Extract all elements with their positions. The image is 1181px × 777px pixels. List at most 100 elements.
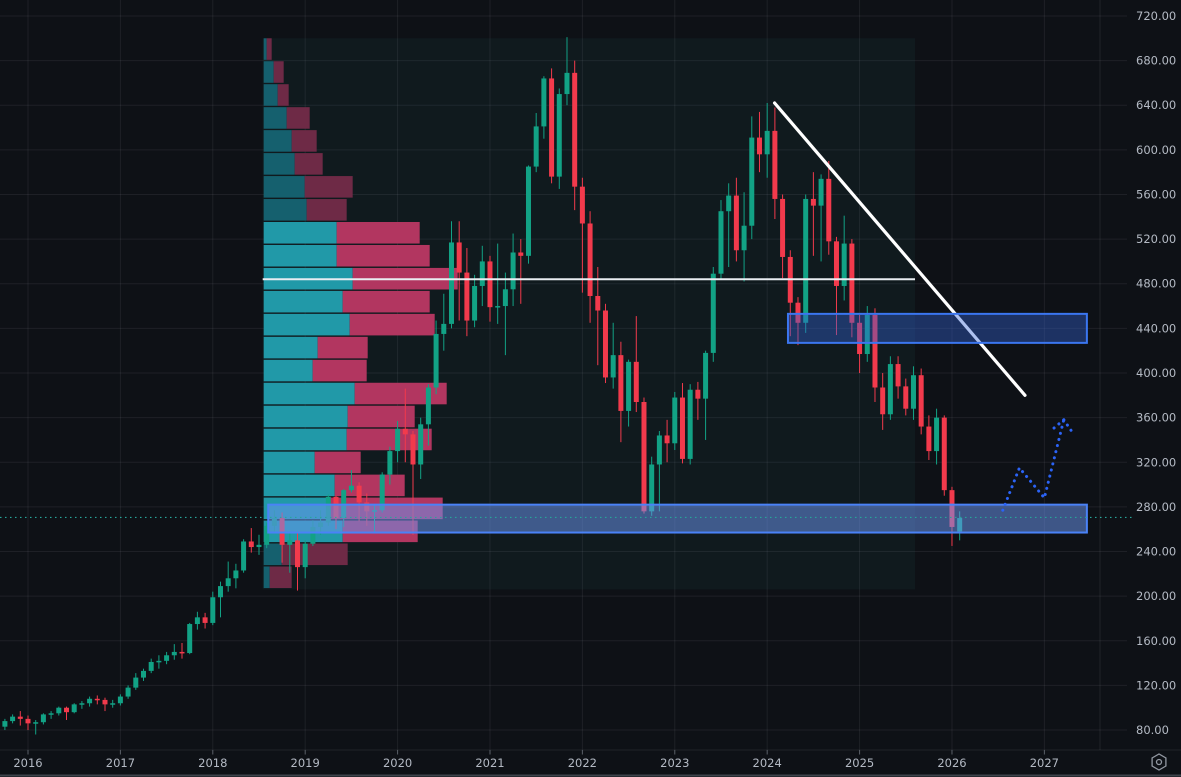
vp-down-volume-bar [312, 359, 367, 382]
price-tick-label: 360.00 [1136, 411, 1176, 425]
vp-up-volume-bar [263, 543, 282, 566]
vp-up-volume-bar [263, 474, 335, 497]
candle-body [941, 417, 947, 491]
candle-body [756, 137, 762, 155]
candle-body [479, 261, 485, 286]
candle-body [726, 195, 732, 212]
candle-body [641, 402, 647, 512]
supply-zone-rectangle[interactable] [786, 312, 1088, 344]
vp-down-volume-bar [286, 107, 310, 129]
candle-body [541, 78, 547, 127]
projection-arrow-path [1001, 418, 1066, 512]
candle-body [849, 243, 855, 323]
candle-body [79, 703, 85, 705]
year-tick-label: 2023 [660, 756, 689, 770]
projection-arrow-drawing[interactable] [1001, 418, 1075, 512]
candle-body [656, 435, 662, 465]
candle-body [210, 597, 216, 623]
candle-body [202, 617, 208, 623]
candle-body [695, 389, 701, 399]
candle-body [25, 718, 31, 724]
vp-up-volume-bar [263, 153, 295, 175]
demand-zone-rectangle[interactable] [267, 503, 1088, 534]
candle-body [910, 375, 916, 409]
price-tick-label: 680.00 [1136, 54, 1176, 68]
year-tick-label: 2018 [198, 756, 227, 770]
price-tick-label: 320.00 [1136, 455, 1176, 469]
candle-body [795, 302, 801, 323]
candle-body [56, 707, 62, 714]
vp-down-volume-bar [346, 428, 432, 451]
candle-body [749, 137, 755, 226]
trendline-drawing[interactable] [772, 101, 1027, 397]
candle-body [40, 714, 46, 723]
candle-body [117, 696, 123, 704]
vp-down-volume-bar [347, 405, 415, 428]
candle-body [934, 417, 940, 452]
candle-body [395, 428, 401, 452]
axis-settings-icon[interactable] [1151, 753, 1167, 771]
vp-up-volume-bar [263, 221, 337, 244]
candle-body [94, 698, 100, 701]
candle-body [102, 699, 108, 705]
candle-body [410, 434, 416, 465]
vp-down-volume-bar [349, 313, 435, 336]
year-tick-label: 2026 [937, 756, 966, 770]
year-tick-label: 2020 [383, 756, 412, 770]
year-tick-label: 2019 [291, 756, 320, 770]
candle-body [156, 660, 162, 663]
candle-body [703, 352, 709, 399]
time-axis[interactable]: 2016 2017 2018 2019 2020 2021 2022 2023 2024 2025… [13, 750, 1059, 770]
candle-body [464, 272, 470, 321]
price-tick-label: 480.00 [1136, 277, 1176, 291]
vp-down-volume-bar [291, 130, 317, 152]
projection-arrowhead-wing [1050, 418, 1066, 432]
candle-body [864, 314, 870, 355]
candle-body [171, 651, 177, 656]
price-axis[interactable]: 720.00 680.00 640.00 600.00 560.00 520.00 480.… [1136, 9, 1176, 737]
vp-up-volume-bar [263, 199, 307, 221]
vp-up-volume-bar [263, 290, 343, 313]
vp-up-volume-bar [263, 428, 347, 451]
candle-body [780, 198, 786, 257]
candle-body [618, 355, 624, 411]
candle-body [595, 296, 601, 311]
vp-up-volume-bar [263, 38, 267, 60]
candle-body [140, 670, 146, 678]
year-tick-label: 2022 [568, 756, 597, 770]
price-tick-label: 600.00 [1136, 143, 1176, 157]
vp-up-volume-bar [263, 359, 313, 382]
candle-body [148, 661, 154, 671]
candle-body [810, 198, 816, 206]
vp-down-volume-bar [336, 244, 430, 267]
vp-down-volume-bar [266, 38, 272, 60]
candle-body [2, 721, 8, 727]
candle-body [187, 624, 193, 654]
candle-body [564, 72, 570, 95]
candle-body [772, 130, 778, 199]
candle-body [610, 355, 616, 378]
gear-hexagon [1151, 753, 1167, 771]
candle-body [887, 364, 893, 415]
price-tick-label: 200.00 [1136, 589, 1176, 603]
vp-up-volume-bar [263, 405, 348, 428]
candle-body [348, 485, 354, 491]
year-tick-label: 2021 [475, 756, 504, 770]
candle-body [310, 526, 316, 544]
candle-body [687, 389, 693, 459]
volume-profile[interactable] [263, 38, 458, 589]
vp-down-volume-bar [281, 543, 348, 566]
vp-up-volume-bar [263, 382, 355, 405]
candle-body [679, 397, 685, 459]
candle-body [626, 361, 632, 411]
vp-down-volume-bar [304, 176, 353, 198]
price-tick-label: 720.00 [1136, 9, 1176, 23]
year-tick-label: 2017 [106, 756, 135, 770]
candle-body [587, 223, 593, 297]
candle-body [502, 289, 508, 307]
candle-body [857, 322, 863, 355]
candle-body [572, 72, 578, 187]
candle-body [294, 540, 300, 568]
